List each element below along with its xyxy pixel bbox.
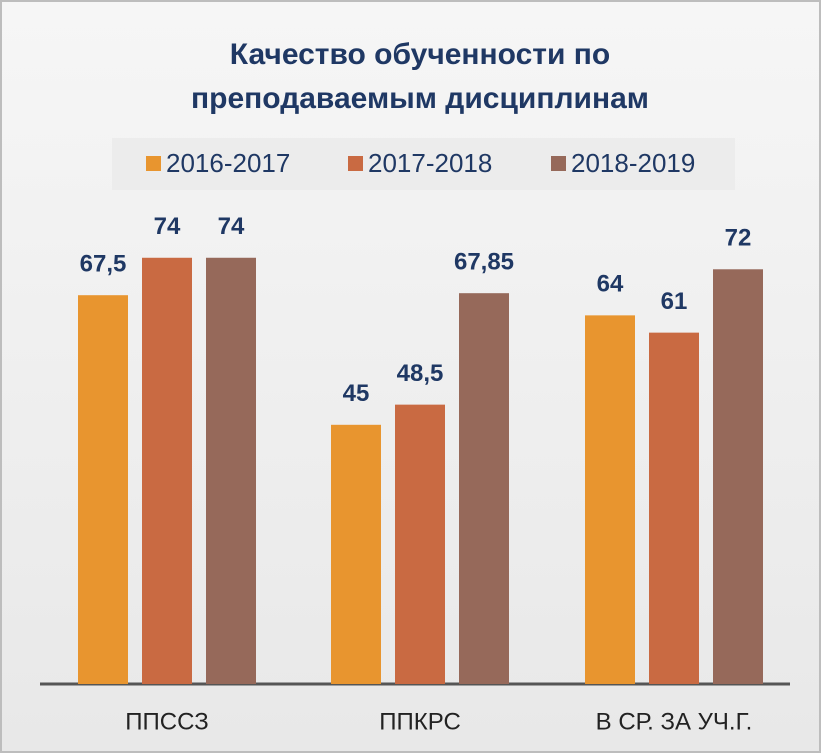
bar — [585, 315, 635, 684]
legend-label: 2018-2019 — [571, 148, 695, 178]
bar — [649, 332, 699, 684]
legend-swatch — [348, 156, 363, 171]
chart-title: Качество обученности по — [230, 38, 610, 71]
data-label: 61 — [661, 288, 688, 315]
data-label: 74 — [154, 213, 181, 240]
bar — [206, 257, 256, 684]
data-label: 45 — [343, 380, 370, 407]
bar — [142, 257, 192, 684]
legend-swatch — [146, 156, 161, 171]
data-label: 72 — [725, 225, 752, 252]
bar — [331, 424, 381, 684]
legend-swatch — [551, 156, 566, 171]
legend-label: 2017-2018 — [368, 148, 492, 178]
bar — [713, 269, 763, 684]
legend-box — [112, 138, 735, 190]
bar — [395, 404, 445, 684]
legend-label: 2016-2017 — [166, 148, 290, 178]
chart-title: преподаваемым дисциплинам — [191, 82, 649, 115]
data-label: 67,85 — [454, 249, 514, 276]
data-label: 48,5 — [397, 360, 444, 387]
bar — [78, 295, 128, 684]
x-tick-label: ППССЗ — [125, 708, 208, 735]
data-label: 74 — [218, 213, 245, 240]
data-label: 64 — [597, 271, 624, 298]
x-tick-label: ППКРС — [379, 708, 461, 735]
bar — [459, 293, 509, 684]
x-tick-label: В СР. ЗА УЧ.Г. — [596, 708, 753, 735]
data-label: 67,5 — [80, 251, 127, 278]
